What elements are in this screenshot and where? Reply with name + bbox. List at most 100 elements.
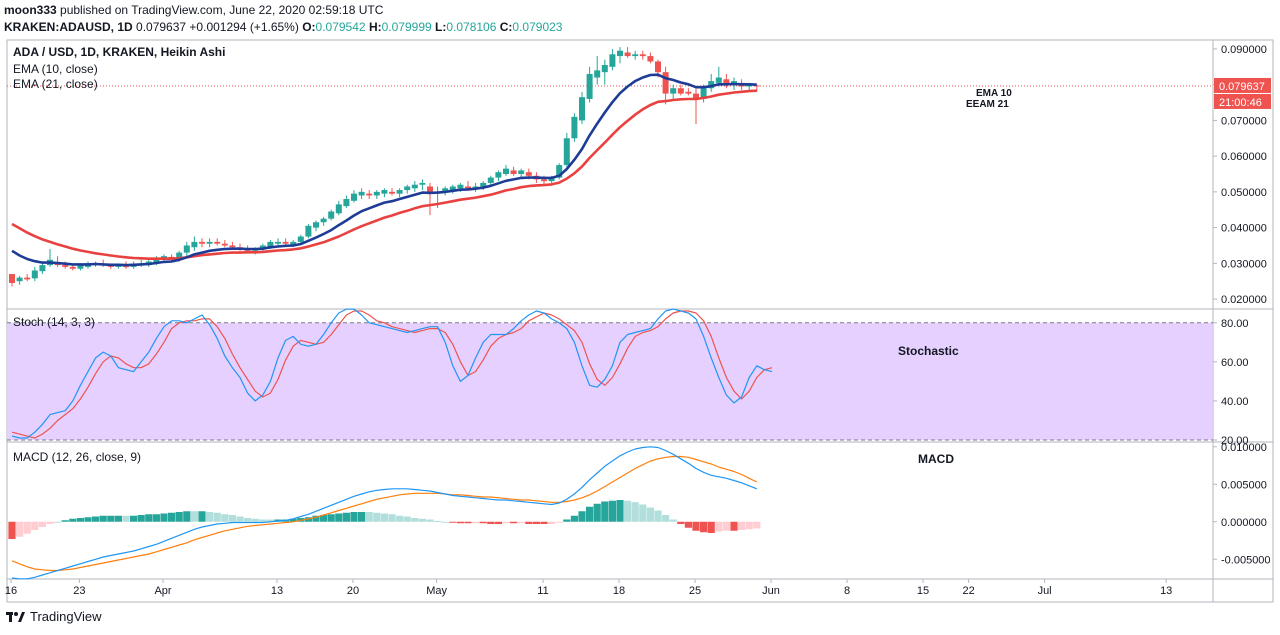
stoch-k-line (11, 308, 773, 439)
macd-histogram-bar (289, 518, 297, 522)
macd-tick-label: 0.005000 (1221, 479, 1267, 491)
stoch-tick-label: 80.00 (1221, 318, 1249, 330)
candle-body (343, 199, 350, 207)
ema21-annotation: EEAM 21 (966, 99, 1009, 110)
macd-histogram-bar (426, 519, 434, 522)
candle-body (548, 177, 555, 182)
candle-body (677, 88, 684, 94)
ema21-line (11, 89, 757, 261)
macd-histogram-bar (608, 500, 616, 522)
macd-tick-label: 0.000000 (1221, 517, 1267, 529)
candle-body (335, 204, 342, 214)
time-tick-label: 13 (271, 585, 283, 597)
stoch-pane-title: Stoch (14, 3, 3) (13, 315, 95, 329)
stoch-d-line (11, 310, 773, 439)
candle-body (449, 186, 456, 191)
price-tick-label: 0.090000 (1221, 44, 1267, 56)
price-tick-label: 0.030000 (1221, 258, 1267, 270)
macd-histogram-bar (464, 521, 472, 524)
macd-histogram-bar (639, 504, 647, 522)
candle-body (525, 172, 532, 176)
macd-histogram-bar (8, 521, 16, 539)
macd-histogram-bar (380, 513, 388, 522)
candle-body (700, 86, 707, 99)
macd-histogram-bar (684, 521, 692, 528)
ema21-legend: EMA (21, close) (13, 77, 98, 91)
candle-body (723, 79, 730, 85)
candle-body (9, 274, 15, 283)
candle-body (419, 182, 426, 185)
price-tick-label: 0.050000 (1221, 187, 1267, 199)
last-price-badge-text: 0.079637 (1219, 81, 1265, 93)
macd-histogram-bar (190, 511, 198, 522)
candle-body (708, 81, 715, 89)
macd-histogram-bar (510, 521, 518, 524)
candle-body (358, 191, 365, 196)
macd-histogram-bar (616, 500, 624, 522)
macd-histogram-bar (259, 519, 267, 522)
price-tick-label: 0.040000 (1221, 223, 1267, 235)
time-tick-label: 22 (962, 585, 974, 597)
countdown-badge (1214, 93, 1271, 109)
price-tick-label: 0.070000 (1221, 115, 1267, 127)
candle-body (586, 73, 593, 99)
price-pane-title: ADA / USD, 1D, KRAKEN, Heikin Ashi (13, 45, 225, 59)
macd-histogram-bar (92, 516, 100, 522)
candle-body (77, 265, 84, 269)
macd-histogram-bar (350, 512, 358, 522)
macd-histogram-bar (54, 521, 62, 523)
candle-body (518, 170, 525, 174)
candle-body (214, 241, 221, 244)
candle-body (31, 270, 38, 279)
macd-histogram-bar (654, 510, 662, 522)
candle-body (457, 184, 464, 189)
candle-body (442, 188, 449, 192)
candle-body (381, 190, 388, 194)
candle-body (541, 179, 547, 182)
macd-histogram-bar (677, 521, 685, 524)
macd-histogram-bar (76, 518, 84, 522)
macd-histogram-bar (669, 519, 677, 522)
macd-histogram-bar (152, 514, 160, 522)
macd-histogram-bar (358, 512, 366, 522)
candle-body (389, 191, 395, 194)
candle-body (153, 257, 160, 264)
macd-histogram-bar (266, 519, 274, 522)
author-name[interactable]: moon333 (4, 3, 57, 17)
macd-histogram-bar (502, 521, 510, 524)
macd-histogram-bar (586, 506, 594, 522)
macd-histogram-bar (662, 515, 670, 522)
macd-histogram-bar (244, 518, 252, 522)
time-tick-label: 13 (1160, 585, 1172, 597)
macd-histogram-bar (532, 521, 540, 524)
macd-histogram-bar (107, 515, 115, 522)
candle-body (328, 211, 335, 219)
candle-body (297, 236, 304, 242)
macd-histogram-bar (494, 521, 502, 524)
macd-tick-label: -0.005000 (1221, 554, 1271, 566)
candle-body (693, 93, 699, 99)
candle-body (16, 277, 23, 282)
tradingview-footer[interactable]: TradingView (6, 609, 102, 624)
macd-histogram-bar (707, 521, 715, 533)
macd-histogram-bar (198, 511, 206, 522)
macd-histogram-bar (578, 511, 586, 522)
macd-histogram-bar (738, 521, 746, 530)
macd-histogram-bar (700, 521, 708, 533)
candle-body (465, 186, 471, 189)
low-value: 0.078106 (446, 20, 497, 34)
candle-body (373, 191, 380, 196)
time-tick-label: Jun (762, 585, 780, 597)
macd-histogram-bar (304, 517, 312, 522)
candle-body (411, 184, 418, 189)
time-tick-label: Apr (154, 585, 171, 597)
macd-histogram-bar (434, 521, 442, 522)
macd-histogram-bar (441, 521, 449, 523)
close-value: 0.079023 (512, 20, 563, 34)
macd-histogram-bar (593, 503, 601, 522)
macd-histogram-bar (365, 512, 373, 522)
macd-histogram-bar (730, 521, 738, 531)
candle-body (282, 241, 289, 244)
macd-histogram-bar (555, 521, 563, 523)
